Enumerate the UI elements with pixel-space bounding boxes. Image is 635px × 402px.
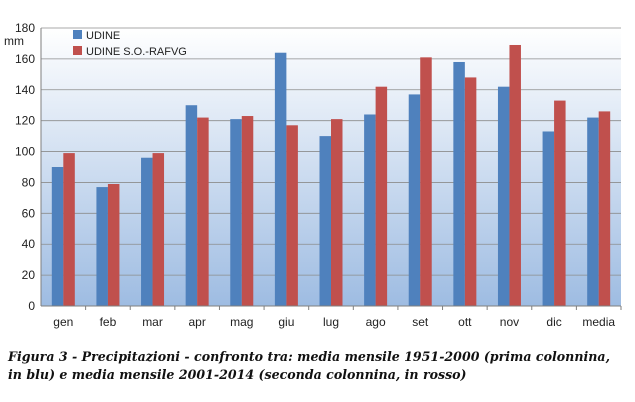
bars	[51, 44, 611, 307]
bar-udine-ago	[364, 114, 376, 306]
bar-udine-feb	[96, 187, 108, 306]
y-tick-label: 20	[22, 268, 36, 282]
bar-udine-giu	[274, 52, 287, 306]
bar-udine-rafvg-mag	[241, 116, 254, 307]
bar-udine-rafvg-feb	[107, 183, 120, 306]
legend: UDINE UDINE S.O.-RAFVG	[73, 30, 187, 58]
y-tick-label: 80	[22, 175, 36, 189]
y-tick-label: 100	[15, 145, 35, 159]
bar-udine-lug	[319, 136, 331, 306]
y-tick-label: 40	[22, 237, 36, 251]
bar-udine-mar	[141, 157, 153, 306]
bar-udine-nov	[497, 86, 510, 306]
bar-udine-dic	[542, 131, 555, 306]
precipitation-chart: 0 20 40 60 80 100 120 140 160 180 gen feb mar apr mag…	[4, 21, 622, 329]
x-tick-label-nov: nov	[500, 315, 519, 329]
y-tick-label: 140	[15, 83, 35, 97]
x-tick-labels: gen feb mar apr mag giu lug ago set ott nov dic medi…	[53, 315, 615, 329]
x-tick-label-ott: ott	[458, 315, 472, 329]
bar-udine-rafvg-lug	[331, 119, 343, 306]
bar-udine-media	[587, 117, 599, 306]
x-tick-label-ago: ago	[366, 315, 386, 329]
bar-udine-apr	[185, 105, 198, 306]
caption-line-1: Figura 3 - Precipitazioni - confronto tr…	[8, 349, 610, 364]
x-tick-label-dic: dic	[546, 315, 561, 329]
bar-udine-rafvg-nov	[509, 44, 521, 306]
x-tick-label-gen: gen	[53, 315, 73, 329]
y-axis-unit: mm	[4, 34, 24, 48]
y-tick-label: 180	[15, 21, 35, 35]
figure-caption: Figura 3 - Precipitazioni - confronto tr…	[8, 348, 628, 384]
bar-udine-rafvg-ott	[464, 77, 477, 306]
bar-udine-rafvg-gen	[63, 153, 75, 306]
bar-udine-rafvg-ago	[375, 86, 388, 306]
bar-udine-rafvg-giu	[286, 125, 298, 306]
axes	[40, 28, 622, 310]
bar-udine-gen	[51, 167, 64, 306]
y-tick-label: 0	[28, 299, 35, 313]
bar-udine-ott	[453, 61, 465, 306]
x-tick-label-apr: apr	[188, 315, 205, 329]
bar-udine-set	[408, 94, 421, 307]
x-tick-label-mag: mag	[230, 315, 253, 329]
caption-line-2: in blu) e media mensile 2001-2014 (secon…	[8, 367, 467, 382]
chart-svg: 0 20 40 60 80 100 120 140 160 180 gen feb mar apr mag…	[4, 21, 622, 329]
x-tick-label-feb: feb	[100, 315, 117, 329]
legend-label-udine-rafvg: UDINE S.O.-RAFVG	[86, 46, 187, 58]
y-tick-label: 60	[22, 206, 36, 220]
x-tick-label-giu: giu	[278, 315, 294, 329]
y-tick-label: 160	[15, 52, 35, 66]
bar-udine-mag	[230, 119, 242, 306]
x-tick-label-media: media	[582, 315, 615, 329]
y-tick-label: 120	[15, 114, 35, 128]
x-tick-label-set: set	[412, 315, 429, 329]
legend-swatch-udine	[73, 30, 82, 39]
bar-udine-rafvg-media	[598, 111, 611, 307]
legend-label-udine: UDINE	[86, 30, 120, 42]
x-tick-label-lug: lug	[323, 315, 339, 329]
x-tick-label-mar: mar	[142, 315, 163, 329]
bar-udine-rafvg-set	[420, 57, 432, 306]
bar-udine-rafvg-dic	[554, 100, 566, 306]
bar-udine-rafvg-apr	[197, 117, 209, 306]
y-tick-labels: 0 20 40 60 80 100 120 140 160 180	[15, 21, 35, 313]
bar-udine-rafvg-mar	[152, 153, 165, 306]
legend-swatch-udine-rafvg	[73, 46, 82, 55]
